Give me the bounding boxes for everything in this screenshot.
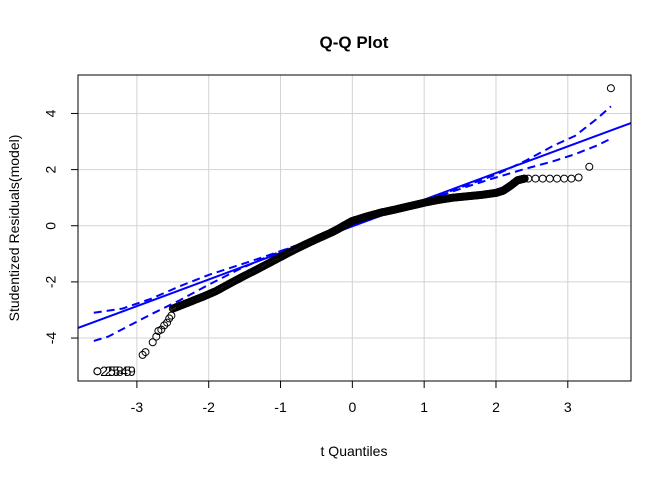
data-point: [567, 174, 576, 183]
data-point: [545, 174, 554, 183]
data-point: [157, 325, 166, 334]
grid-lines: [78, 75, 631, 381]
x-axis: -3 -2 -1 0 1 2 3: [131, 380, 572, 415]
data-point: [538, 174, 547, 183]
x-axis-label: t Quantiles: [321, 443, 388, 459]
data-point: [160, 321, 169, 330]
x-tick-label: 1: [420, 399, 428, 415]
data-point: [574, 173, 583, 182]
data-point: [167, 311, 176, 320]
outlier-label: 2549: [105, 363, 136, 379]
data-point: [152, 332, 161, 341]
data-point: [138, 350, 147, 359]
y-tick-label: 4: [43, 109, 59, 117]
outlier-point: [93, 367, 102, 376]
y-tick-label: 2: [43, 165, 59, 173]
data-point: [531, 174, 540, 183]
y-tick-label: 0: [43, 222, 59, 230]
envelope-lower-line: [93, 137, 612, 342]
data-point: [520, 174, 529, 183]
data-point: [165, 314, 174, 323]
x-tick-label: 2: [492, 399, 500, 415]
reference-line-group: [77, 122, 632, 329]
outlier-label: 2585: [100, 363, 131, 379]
data-point: [163, 318, 172, 327]
x-tick-label: -3: [131, 399, 144, 415]
y-tick-label: -2: [43, 275, 59, 288]
data-point: [148, 338, 157, 347]
chart-title: Q-Q Plot: [320, 33, 389, 52]
data-point: [553, 174, 561, 183]
reference-line: [77, 122, 632, 329]
data-points: [138, 84, 615, 359]
data-point: [606, 84, 615, 93]
x-tick-label: -1: [274, 399, 287, 415]
data-point: [141, 348, 150, 357]
data-point: [560, 174, 569, 183]
x-tick-label: 3: [564, 399, 572, 415]
y-axis-label: Studentized Residuals(model): [6, 135, 22, 322]
x-tick-label: 0: [348, 399, 356, 415]
y-tick-label: -4: [43, 332, 59, 345]
x-tick-label: -2: [202, 399, 215, 415]
y-axis: -4 -2 0 2 4: [43, 109, 79, 345]
data-point: [585, 162, 594, 171]
plot-frame: [77, 74, 632, 382]
